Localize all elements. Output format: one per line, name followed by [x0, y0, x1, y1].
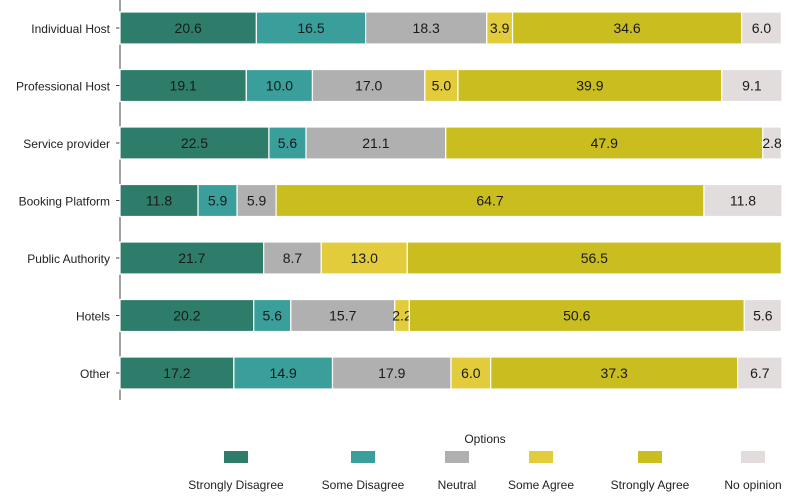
category-label: Individual Host [31, 22, 110, 36]
legend-swatch [351, 451, 375, 463]
data-label: 11.8 [146, 193, 172, 209]
data-label: 5.6 [278, 135, 298, 151]
data-label: 14.9 [270, 365, 297, 381]
data-label: 34.6 [613, 20, 640, 36]
data-label: 17.0 [355, 78, 382, 94]
bar-segment [741, 11, 782, 45]
legend-label: Some Agree [508, 478, 574, 492]
legend-swatch [224, 451, 248, 463]
data-label: 5.9 [247, 193, 267, 209]
data-label: 37.3 [601, 365, 628, 381]
legend-swatch [638, 451, 662, 463]
bar-segment [406, 241, 782, 275]
bar-segment [119, 241, 265, 275]
legend-label: Some Disagree [322, 478, 405, 492]
data-label: 5.9 [208, 193, 228, 209]
bar-segment [490, 356, 739, 390]
category-label: Service provider [23, 137, 110, 151]
category-label: Hotels [76, 310, 110, 324]
legend-title: Options [464, 432, 505, 446]
data-label: 2.2 [392, 308, 412, 324]
bar-segment [255, 11, 367, 45]
bar-segment [320, 241, 408, 275]
bar-segment [365, 11, 488, 45]
data-label: 6.7 [750, 365, 770, 381]
bar-segment [119, 126, 270, 160]
legend-label: No opinion [724, 478, 781, 492]
bar-segment [245, 68, 314, 103]
data-label: 3.9 [490, 20, 510, 36]
bar-segment [424, 68, 459, 103]
bar-segment [311, 68, 426, 103]
bar-segment [743, 298, 782, 333]
legend-swatch [445, 451, 469, 463]
data-label: 16.5 [297, 20, 324, 36]
data-label: 17.2 [163, 365, 190, 381]
data-label: 8.7 [283, 250, 303, 266]
bar-segment [263, 241, 322, 275]
bar-segment [737, 356, 783, 390]
bar-segment [408, 298, 745, 333]
bar-segment [275, 183, 705, 218]
data-label: 56.5 [581, 250, 608, 266]
data-label: 5.6 [753, 308, 773, 324]
data-label: 6.0 [461, 365, 481, 381]
data-label: 5.6 [263, 308, 283, 324]
category-label: Public Authority [27, 252, 110, 266]
bar-segment [290, 298, 396, 333]
legend-label: Strongly Disagree [188, 478, 284, 492]
legend-swatch [529, 451, 553, 463]
bar-segment [762, 126, 782, 160]
category-label: Booking Platform [19, 195, 110, 209]
bar-segment [119, 298, 255, 333]
data-label: 10.0 [266, 78, 293, 94]
data-label: 17.9 [378, 365, 405, 381]
legend-label: Neutral [438, 478, 477, 492]
data-label: 47.9 [591, 135, 618, 151]
bar-segment [119, 356, 235, 390]
bar-segment [119, 183, 199, 218]
data-label: 5.0 [432, 78, 452, 94]
legend-label: Strongly Agree [611, 478, 690, 492]
bar-segment [703, 183, 783, 218]
data-label: 64.7 [476, 193, 503, 209]
data-label: 21.7 [178, 250, 205, 266]
data-label: 21.1 [362, 135, 389, 151]
bar-segment [236, 183, 277, 218]
bar-segment [331, 356, 452, 390]
data-label: 11.8 [730, 193, 756, 209]
bar-segment [253, 298, 292, 333]
data-label: 20.2 [173, 308, 200, 324]
data-label: 20.6 [175, 20, 202, 36]
data-label: 50.6 [563, 308, 590, 324]
data-label: 9.1 [742, 78, 762, 94]
data-label: 18.3 [413, 20, 440, 36]
data-label: 39.9 [576, 78, 603, 94]
category-label: Professional Host [16, 80, 111, 94]
bar-segment [486, 11, 514, 45]
data-label: 2.8 [762, 135, 782, 151]
bar-segment [721, 68, 783, 103]
category-label: Other [80, 367, 110, 381]
data-label: 19.1 [170, 78, 197, 94]
bar-segment [233, 356, 334, 390]
legend-swatch [741, 451, 765, 463]
data-label: 6.0 [752, 20, 772, 36]
data-label: 13.0 [351, 250, 378, 266]
bar-segment [197, 183, 238, 218]
bar-segment [457, 68, 723, 103]
data-label: 22.5 [181, 135, 208, 151]
data-label: 15.7 [329, 308, 356, 324]
